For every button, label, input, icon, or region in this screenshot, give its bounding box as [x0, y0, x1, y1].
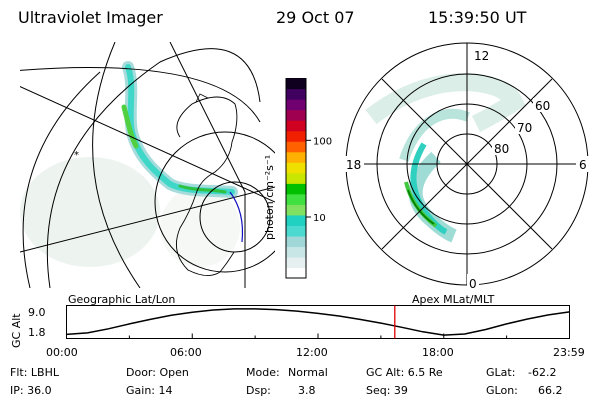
geographic-map: *	[20, 42, 275, 288]
colorbar-swatch	[286, 120, 306, 132]
mlat-label-60: 60	[535, 99, 550, 113]
mlt-label-0: 0	[469, 277, 477, 291]
latitude-line	[46, 48, 261, 288]
orbit-xtick-2359: 23:59	[553, 346, 585, 359]
gcalt-readout: GC Alt: 6.5 Re	[366, 366, 443, 379]
mode-label: Mode:	[246, 366, 280, 379]
apex-label: Apex MLat/MLT	[412, 293, 495, 306]
orbit-xtick-1200: 12:00	[296, 346, 328, 359]
orbit-altitude-line	[66, 308, 570, 336]
colorbar-swatch	[286, 235, 306, 248]
geographic-label: Geographic Lat/Lon	[68, 293, 176, 306]
latitude-line	[22, 71, 101, 288]
longitude-line	[20, 186, 275, 253]
colorbar-tick-label: 10	[313, 213, 326, 224]
gain-readout: Gain: 14	[126, 384, 173, 397]
glon-value: 66.2	[538, 384, 563, 397]
seq-readout: Seq: 39	[366, 384, 408, 397]
colorbar-swatch	[286, 193, 306, 205]
time-label: 15:39:50 UT	[428, 8, 527, 27]
polar-plot: 12 6 0 18 60 70 80	[344, 42, 590, 291]
latitude-line	[92, 42, 141, 288]
mlt-label-6: 6	[579, 158, 587, 172]
latitude-line	[20, 67, 261, 123]
glon-label: GLon:	[486, 384, 518, 397]
colorbar-tick-label: 100	[313, 136, 332, 147]
orbit-xtick-0000: 00:00	[46, 346, 78, 359]
dsp-value: 3.8	[298, 384, 316, 397]
colorbar-swatch	[286, 151, 306, 163]
instrument-title: Ultraviolet Imager	[18, 8, 163, 27]
colorbar: 100 10	[285, 78, 332, 279]
colorbar-swatch	[286, 88, 306, 100]
mlt-line-diagonal	[381, 78, 553, 250]
colorbar-swatch	[286, 99, 306, 111]
glat-value: -62.2	[528, 366, 557, 379]
orbit-axis-label: GC Alt	[10, 313, 23, 348]
colorbar-swatch	[286, 162, 306, 174]
colorbar-swatch	[286, 183, 306, 195]
colorbar-swatch	[286, 141, 306, 153]
colorbar-swatch	[286, 109, 306, 121]
glat-label: GLat:	[486, 366, 516, 379]
mlt-label-12: 12	[474, 49, 489, 63]
colorbar-swatch	[286, 256, 306, 269]
terminator-curve	[229, 191, 244, 243]
longitude-line	[169, 42, 246, 193]
orbit-ytick-high: 9.0	[28, 306, 46, 319]
dsp-label: Dsp:	[246, 384, 271, 397]
mlat-label-80: 80	[494, 142, 509, 156]
orbit-xtick-1800: 18:00	[422, 346, 454, 359]
colorbar-swatch	[286, 267, 306, 279]
coastline	[175, 96, 238, 276]
colorbar-swatch	[286, 225, 306, 237]
colorbar-label-wrap: photon cm⁻²s⁻¹	[263, 90, 279, 250]
orbit-plot	[66, 305, 570, 339]
filter-readout: Flt: LBHL	[10, 366, 59, 379]
geo-marker: *	[74, 150, 79, 161]
auroral-band	[122, 61, 238, 198]
colorbar-unit-label: photon cm⁻²s⁻¹	[263, 154, 276, 240]
ip-readout: IP: 36.0	[10, 384, 52, 397]
colorbar-swatch	[286, 246, 306, 258]
colorbar-swatch	[286, 214, 306, 226]
colorbar-swatch	[286, 78, 306, 90]
polar-latitude-ring	[154, 131, 275, 273]
door-readout: Door: Open	[126, 366, 189, 379]
colorbar-swatch	[286, 130, 306, 142]
colorbar-swatch	[286, 204, 306, 216]
colorbar-swatch	[286, 172, 306, 184]
orbit-xtick-0600: 06:00	[170, 346, 202, 359]
mlat-label-70: 70	[517, 121, 532, 135]
orbit-ytick-low: 1.8	[28, 326, 46, 339]
pole-circle	[199, 181, 271, 253]
diffuse-glow	[20, 157, 240, 267]
date-label: 29 Oct 07	[276, 8, 355, 27]
mode-value: Normal	[288, 366, 328, 379]
mlt-label-18: 18	[346, 158, 361, 172]
